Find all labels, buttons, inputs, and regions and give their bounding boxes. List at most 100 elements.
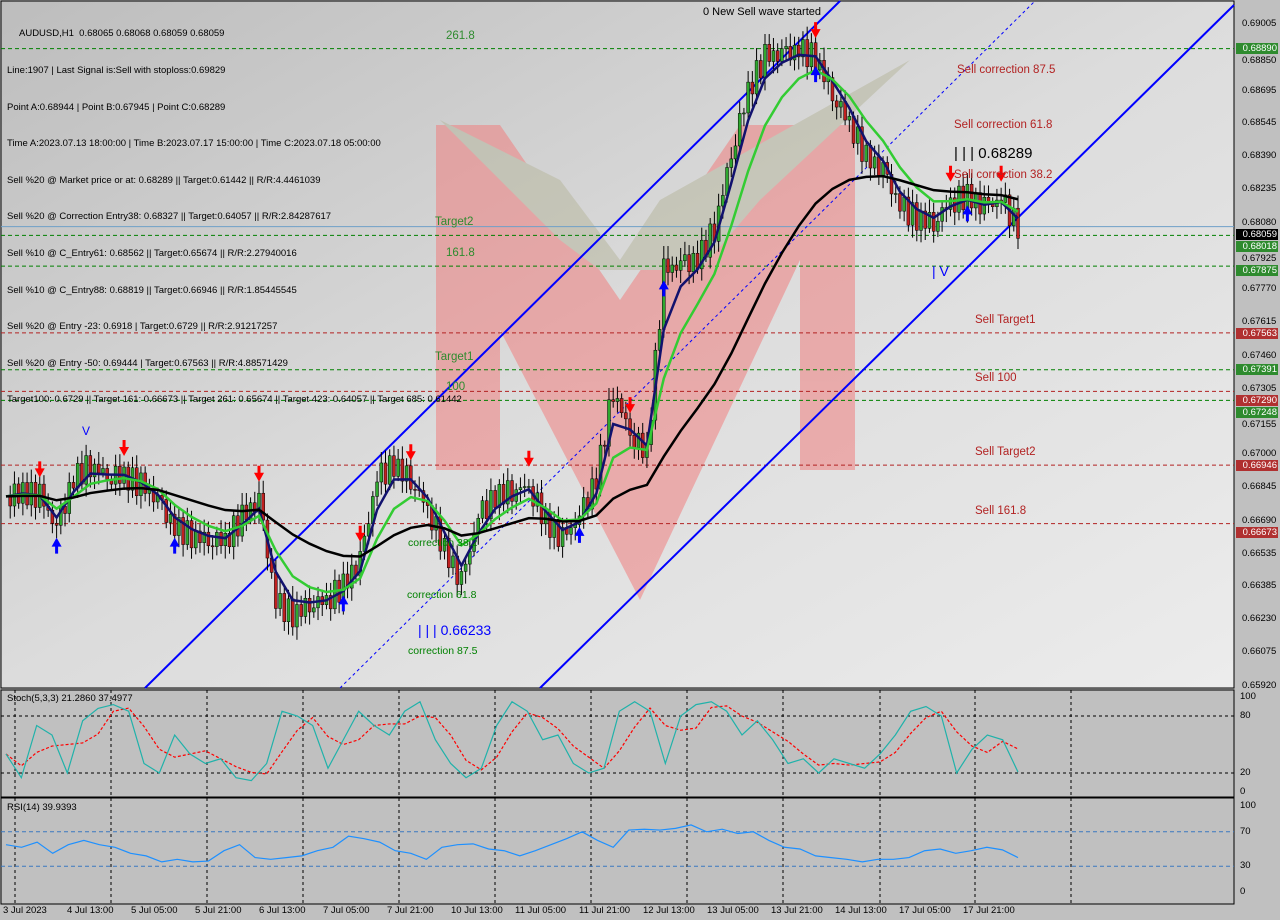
candle[interactable] [877, 156, 881, 176]
candle[interactable] [847, 116, 852, 121]
candle[interactable] [442, 538, 447, 552]
candle[interactable] [350, 564, 354, 589]
candle[interactable] [936, 220, 940, 232]
candle[interactable] [915, 202, 919, 231]
candle[interactable] [282, 593, 287, 622]
candle[interactable] [619, 398, 624, 414]
candle[interactable] [906, 196, 911, 226]
candle[interactable] [640, 432, 645, 458]
candle[interactable] [754, 60, 759, 95]
candle[interactable] [721, 195, 725, 207]
channel-lower-line[interactable] [539, 4, 1235, 689]
candle[interactable] [687, 254, 691, 273]
candle[interactable] [328, 595, 333, 610]
candle[interactable] [518, 487, 523, 490]
candle[interactable] [286, 598, 291, 622]
candle[interactable] [172, 513, 177, 536]
candle[interactable] [8, 496, 12, 507]
candle[interactable] [834, 100, 839, 108]
candle[interactable] [931, 212, 936, 232]
candle[interactable] [219, 532, 223, 547]
candle[interactable] [771, 50, 776, 62]
candle[interactable] [969, 184, 974, 209]
candle[interactable] [797, 44, 801, 58]
candle[interactable] [194, 530, 198, 549]
candle[interactable] [459, 571, 464, 585]
rsi-panel[interactable] [0, 797, 1235, 905]
candle[interactable] [919, 210, 923, 231]
candle[interactable] [295, 604, 299, 628]
candle[interactable] [392, 455, 396, 477]
candle[interactable] [274, 572, 278, 609]
candle[interactable] [387, 455, 392, 485]
candle[interactable] [792, 44, 797, 61]
candle[interactable] [497, 484, 502, 508]
candle[interactable] [185, 520, 190, 545]
candle[interactable] [484, 500, 489, 520]
candle[interactable] [893, 193, 898, 195]
candle[interactable] [480, 500, 485, 519]
candle[interactable] [244, 504, 249, 520]
candle[interactable] [299, 604, 303, 617]
candle[interactable] [864, 144, 868, 162]
candle[interactable] [206, 531, 211, 547]
stoch-panel[interactable] [0, 689, 1235, 798]
candle[interactable] [759, 60, 763, 79]
candle[interactable] [463, 563, 468, 572]
candle[interactable] [101, 468, 105, 474]
candle[interactable] [71, 482, 76, 489]
candle[interactable] [733, 145, 738, 160]
candle[interactable] [767, 44, 771, 62]
candle[interactable] [632, 434, 637, 448]
candle[interactable] [628, 418, 632, 436]
candle[interactable] [746, 81, 750, 114]
candle[interactable] [42, 483, 46, 507]
candle[interactable] [54, 523, 59, 526]
candle[interactable] [611, 399, 615, 402]
candle[interactable] [240, 504, 244, 537]
candle[interactable] [210, 545, 215, 548]
candle[interactable] [164, 499, 168, 523]
candle[interactable] [223, 533, 227, 547]
candle[interactable] [202, 531, 206, 543]
candle[interactable] [737, 113, 742, 147]
candle[interactable] [493, 490, 497, 508]
candle[interactable] [805, 39, 809, 68]
candle[interactable] [307, 597, 312, 613]
candle[interactable] [780, 48, 784, 62]
candle[interactable] [404, 465, 409, 482]
candle[interactable] [527, 486, 531, 488]
candle[interactable] [923, 210, 927, 229]
candle[interactable] [556, 519, 561, 547]
candle[interactable] [830, 77, 835, 102]
candle[interactable] [451, 555, 455, 569]
candle[interactable] [898, 193, 902, 212]
candle[interactable] [189, 520, 194, 549]
candle[interactable] [742, 112, 746, 115]
candle[interactable] [522, 486, 527, 488]
candle[interactable] [177, 517, 181, 536]
candle[interactable] [666, 258, 670, 273]
candle[interactable] [784, 46, 788, 49]
candle[interactable] [88, 455, 93, 478]
candle[interactable] [168, 513, 173, 523]
candle[interactable] [84, 455, 88, 485]
candle[interactable] [400, 458, 405, 482]
candle[interactable] [708, 223, 712, 258]
candle[interactable] [948, 197, 953, 210]
candle[interactable] [75, 463, 80, 489]
candle[interactable] [910, 202, 915, 226]
candle[interactable] [396, 458, 400, 477]
candle[interactable] [927, 212, 932, 229]
candle[interactable] [674, 264, 679, 271]
candle[interactable] [303, 597, 308, 617]
candle[interactable] [860, 126, 864, 162]
candle[interactable] [872, 156, 877, 169]
candle[interactable] [97, 463, 101, 474]
candle[interactable] [683, 254, 687, 262]
candle[interactable] [670, 264, 674, 273]
candle[interactable] [560, 527, 565, 547]
candle[interactable] [312, 607, 316, 613]
candle[interactable] [615, 398, 620, 402]
candle[interactable] [961, 185, 965, 211]
